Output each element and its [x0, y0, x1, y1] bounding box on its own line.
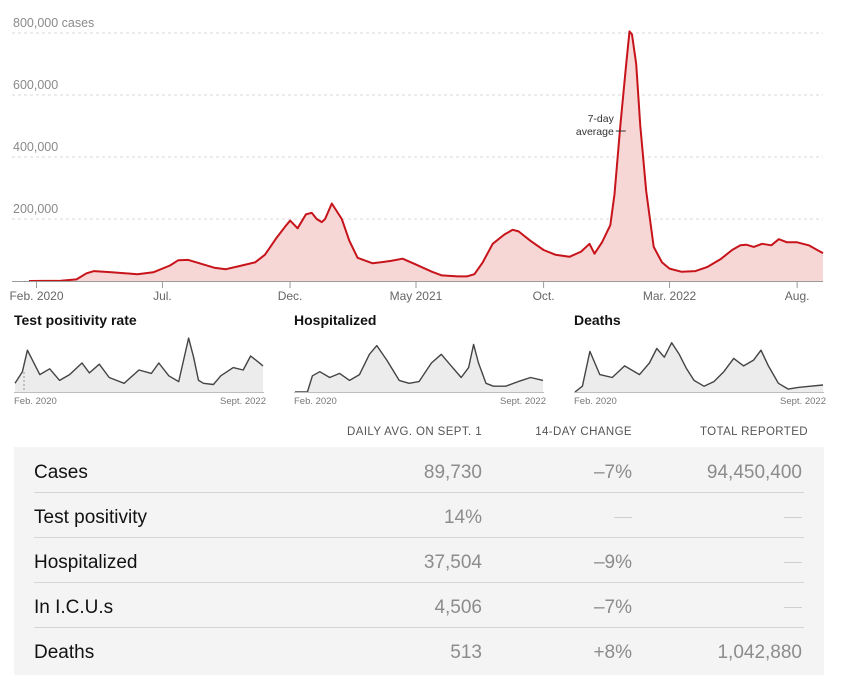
- mini-area: [295, 344, 543, 392]
- x-tick-label: Feb. 2020: [9, 289, 63, 303]
- mini-chart-title: Test positivity rate: [14, 312, 137, 328]
- cases-line: [28, 30, 824, 282]
- mini-chart-end-label: Sept. 2022: [500, 396, 546, 407]
- total-value: [784, 507, 802, 529]
- total-value: 1,042,880: [717, 642, 802, 663]
- x-tick-label: Jul.: [153, 289, 172, 303]
- mini-chart-start-label: Feb. 2020: [294, 396, 337, 407]
- table-row: Test positivity 14%: [14, 494, 824, 539]
- total-value: [784, 552, 802, 574]
- metric-label: Cases: [34, 462, 88, 483]
- no-data-dash: [784, 517, 802, 519]
- mini-chart-title: Hospitalized: [294, 312, 377, 328]
- stats-table: Cases 89,730 –7% 94,450,400 Test positiv…: [14, 447, 824, 675]
- row-divider: [34, 537, 804, 538]
- mini-line: [14, 337, 264, 386]
- row-divider: [34, 492, 804, 493]
- no-data-dash: [784, 562, 802, 564]
- y-tick-label: 600,000: [13, 78, 58, 92]
- table-row: Deaths 513 +8% 1,042,880: [14, 629, 824, 674]
- no-data-dash: [614, 517, 632, 519]
- change-value: –7%: [593, 462, 632, 483]
- cases-area: [29, 31, 823, 282]
- annotation-line-1: 7-day: [588, 113, 615, 125]
- no-data-dash: [784, 607, 802, 609]
- daily-avg-value: 4,506: [434, 597, 482, 618]
- mini-chart-svg: [294, 343, 544, 393]
- mini-chart-title: Deaths: [574, 312, 621, 328]
- table-row: In I.C.U.s 4,506 –7%: [14, 584, 824, 629]
- mini-chart-svg: [14, 337, 264, 393]
- daily-avg-value: 14%: [443, 507, 482, 528]
- change-value: +8%: [593, 642, 632, 663]
- row-divider: [34, 627, 804, 628]
- mini-area: [575, 342, 823, 392]
- y-tick-label: 800,000 cases: [13, 16, 94, 30]
- daily-avg-value: 89,730: [423, 462, 482, 483]
- table-row: Hospitalized 37,504 –9%: [14, 539, 824, 584]
- header-14-day-change: 14-DAY CHANGE: [535, 426, 632, 438]
- y-tick-label: 400,000: [13, 140, 58, 154]
- daily-avg-value: 513: [450, 642, 482, 663]
- mini-chart-end-label: Sept. 2022: [780, 396, 826, 407]
- x-tick-label: Oct.: [533, 289, 555, 303]
- header-daily-avg: DAILY AVG. ON SEPT. 1: [347, 426, 482, 438]
- mini-line: [574, 342, 824, 393]
- test-positivity-mini-chart: Test positivity rate Feb. 2020 Sept. 202…: [14, 312, 266, 412]
- total-value: [784, 597, 802, 619]
- header-total-reported: TOTAL REPORTED: [699, 426, 808, 438]
- x-tick-label: Mar. 2022: [643, 289, 697, 303]
- metric-label: Test positivity: [34, 507, 147, 528]
- total-value: 94,450,400: [706, 462, 802, 483]
- change-value: –9%: [593, 552, 632, 573]
- cases-chart: 200,000 400,000 600,000 800,000 cases Feb. 2…: [9, 16, 824, 303]
- metric-label: Deaths: [34, 642, 95, 663]
- mini-chart-end-label: Sept. 2022: [220, 396, 266, 407]
- x-tick-label: May 2021: [390, 289, 443, 303]
- hospitalized-mini-chart: Hospitalized Feb. 2020 Sept. 2022: [294, 312, 546, 412]
- mini-line: [295, 343, 544, 393]
- annotation-line-2: average: [576, 126, 614, 138]
- table-header: DAILY AVG. ON SEPT. 1 14-DAY CHANGE TOTA…: [14, 426, 824, 442]
- x-tick-label: Dec.: [278, 289, 303, 303]
- mini-chart-svg: [574, 342, 824, 393]
- deaths-mini-chart: Deaths Feb. 2020 Sept. 2022: [574, 312, 826, 412]
- metric-label: In I.C.U.s: [34, 597, 114, 618]
- y-tick-label: 200,000: [13, 202, 58, 216]
- mini-area: [15, 338, 263, 392]
- mini-chart-start-label: Feb. 2020: [574, 396, 617, 407]
- mini-chart-start-label: Feb. 2020: [14, 396, 57, 407]
- daily-avg-value: 37,504: [423, 552, 482, 573]
- row-divider: [34, 582, 804, 583]
- table-row: Cases 89,730 –7% 94,450,400: [14, 449, 824, 494]
- metric-label: Hospitalized: [34, 552, 138, 573]
- change-value: [614, 507, 632, 529]
- change-value: –7%: [593, 597, 632, 618]
- x-tick-label: Aug.: [785, 289, 810, 303]
